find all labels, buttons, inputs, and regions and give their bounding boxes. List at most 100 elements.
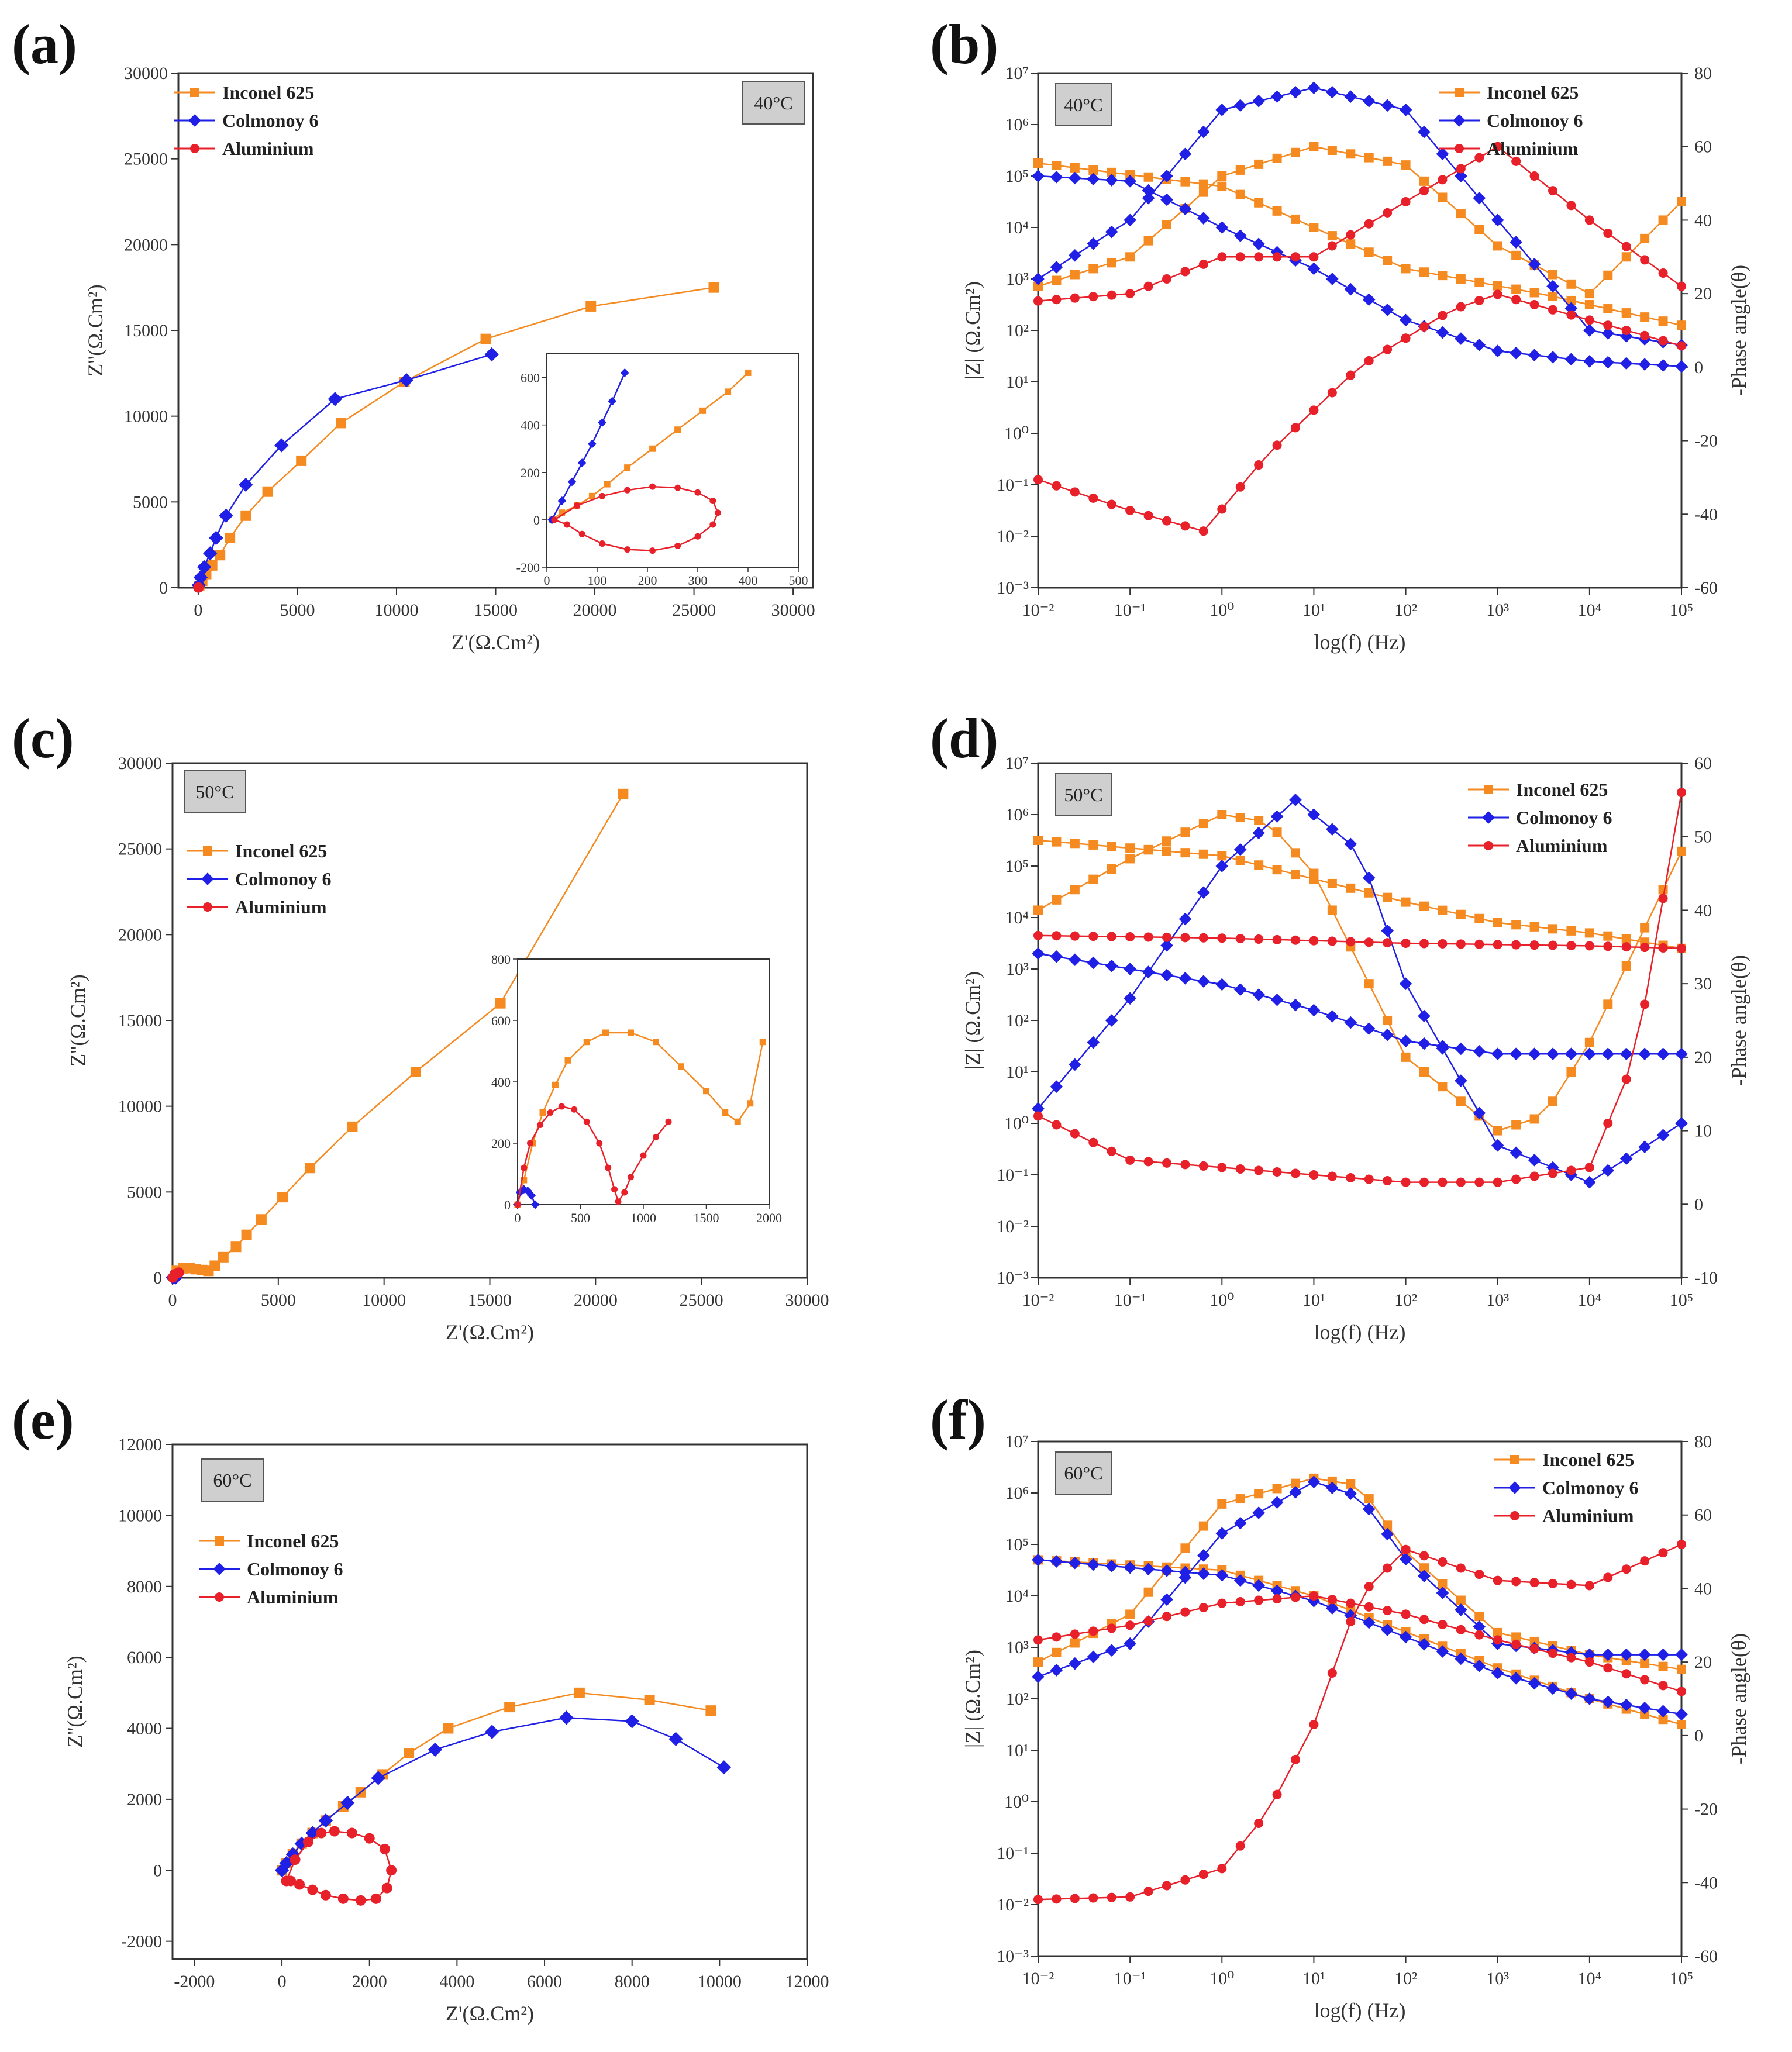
series-colmonoy-6-phase-point xyxy=(1307,1475,1321,1488)
legend-label-aluminium: Aluminium xyxy=(235,896,327,918)
series-colmonoy-6-impedance-point xyxy=(1399,313,1412,327)
series-aluminium-impedance-point xyxy=(1088,1893,1098,1903)
inset-series-aluminium-point xyxy=(605,1164,612,1171)
series-aluminium-phase-point xyxy=(1235,1164,1245,1174)
y-tick-label: 10⁴ xyxy=(1005,218,1029,237)
x-tick-label: 30000 xyxy=(785,1291,829,1310)
series-inconel-625-impedance-point xyxy=(1364,888,1374,898)
inset-y-tick-label: 0 xyxy=(504,1198,511,1212)
panel-label: (e) xyxy=(12,1388,74,1451)
series-aluminium-point xyxy=(337,1893,349,1904)
series-colmonoy-6-impedance-point xyxy=(1326,273,1339,285)
series-colmonoy-6-impedance-point xyxy=(1215,1569,1229,1582)
series-aluminium-impedance-point xyxy=(1291,935,1300,945)
y2-tick-label: 40 xyxy=(1694,211,1712,230)
series-aluminium-phase-point xyxy=(1033,296,1043,306)
inset-series-inconel-625-line xyxy=(516,1032,764,1205)
series-colmonoy-6-phase-point xyxy=(1105,225,1118,239)
series-colmonoy-6-point xyxy=(625,1714,639,1729)
series-colmonoy-6-phase-point xyxy=(1619,1152,1633,1165)
series-aluminium-phase-point xyxy=(1566,201,1576,211)
series-inconel-625-phase-point xyxy=(1033,1657,1043,1667)
inset-series-inconel-625-point xyxy=(559,509,566,516)
y-axis-label: Z''(Ω.Cm²) xyxy=(66,974,89,1067)
series-inconel-625-phase-point xyxy=(1346,149,1356,159)
inset-series-aluminium-point xyxy=(599,492,606,499)
inset-series-aluminium-point xyxy=(665,1118,672,1125)
series-inconel-625-phase-point xyxy=(1438,1579,1448,1589)
series-inconel-625-point xyxy=(277,1192,288,1203)
y-axis-label: Z''(Ω.Cm²) xyxy=(63,1656,87,1748)
series-colmonoy-6-impedance-point xyxy=(1675,360,1688,373)
y-tick-label: 10⁻³ xyxy=(997,1947,1029,1966)
x-tick-label: 10² xyxy=(1394,1291,1417,1310)
series-aluminium-impedance-point xyxy=(1052,931,1062,941)
series-aluminium-phase-point xyxy=(1511,156,1521,166)
series-colmonoy-6-phase-point xyxy=(1619,1648,1633,1661)
series-colmonoy-6-impedance-point xyxy=(1124,175,1136,188)
series-aluminium-phase-point xyxy=(1327,241,1337,251)
x-axis-label: Z'(Ω.Cm²) xyxy=(452,630,540,654)
series-colmonoy-6-impedance-point xyxy=(1197,1567,1210,1580)
inset-series-inconel-625-point xyxy=(734,1118,741,1125)
series-colmonoy-6-phase-point xyxy=(1252,94,1265,108)
series-aluminium-phase-point xyxy=(1511,1174,1521,1184)
series-colmonoy-6-phase-point xyxy=(1675,1648,1688,1661)
x-tick-label: 10000 xyxy=(362,1291,406,1310)
series-inconel-625-phase-point xyxy=(1603,999,1613,1009)
x-tick-label: 10¹ xyxy=(1302,601,1325,620)
series-aluminium-impedance-point xyxy=(1162,932,1171,942)
series-colmonoy-6-phase-point xyxy=(1418,1570,1431,1582)
series-inconel-625-point xyxy=(443,1723,454,1734)
series-aluminium-impedance-point xyxy=(1235,1841,1245,1851)
series-colmonoy-6-phase-point xyxy=(1473,191,1486,205)
series-inconel-625-impedance-point xyxy=(1511,284,1521,294)
inset-series-inconel-625-point xyxy=(759,1039,766,1046)
y-tick-label: 10⁻¹ xyxy=(997,1844,1029,1863)
y-tick-label: 15000 xyxy=(124,321,168,340)
series-colmonoy-6-impedance-point xyxy=(1510,346,1522,360)
series-inconel-625-impedance-point xyxy=(1291,870,1300,880)
x-tick-label: 10000 xyxy=(698,1972,742,1991)
inset-series-aluminium-point xyxy=(674,484,681,491)
series-inconel-625-point xyxy=(262,486,273,497)
legend-label-inconel-625: Inconel 625 xyxy=(1487,82,1579,103)
series-aluminium-point xyxy=(355,1895,366,1906)
series-aluminium-impedance-point xyxy=(1254,1818,1264,1828)
series-aluminium-phase-point xyxy=(1548,1168,1557,1178)
series-colmonoy-6-phase-point xyxy=(1142,191,1155,205)
series-aluminium-phase-point xyxy=(1658,268,1668,278)
series-inconel-625-phase-point xyxy=(1327,905,1337,915)
series-aluminium-phase-point xyxy=(1143,1616,1153,1626)
series-colmonoy-6-impedance-point xyxy=(1619,1698,1633,1712)
series-inconel-625-impedance-point xyxy=(1584,928,1594,938)
series-colmonoy-6-impedance-point xyxy=(1215,978,1229,991)
series-inconel-625-phase-point xyxy=(1143,236,1153,246)
series-aluminium-impedance-point xyxy=(1309,936,1319,946)
series-inconel-625-phase-point xyxy=(1493,1126,1502,1136)
legend-label-colmonoy-6: Colmonoy 6 xyxy=(1516,807,1612,828)
series-aluminium-impedance-point xyxy=(1272,440,1282,450)
series-colmonoy-6-impedance-point xyxy=(1233,983,1247,996)
series-aluminium-impedance-point xyxy=(1658,1548,1668,1558)
series-inconel-625-phase-point xyxy=(1677,197,1686,206)
legend-label-aluminium: Aluminium xyxy=(247,1587,339,1608)
series-inconel-625-impedance-point xyxy=(1383,256,1393,265)
y-tick-label: 10000 xyxy=(124,407,168,426)
series-aluminium-phase-point xyxy=(1456,1177,1466,1187)
series-colmonoy-6-impedance-point xyxy=(1583,1692,1596,1705)
series-inconel-625-phase-point xyxy=(1383,1016,1393,1025)
series-inconel-625-point xyxy=(495,998,506,1009)
series-aluminium-impedance-point xyxy=(1235,482,1245,492)
series-aluminium-impedance-point xyxy=(1603,1572,1613,1582)
series-inconel-625-phase-point xyxy=(1456,209,1466,219)
series-colmonoy-6-point xyxy=(371,1771,385,1785)
temperature-badge-box xyxy=(742,81,805,125)
y-tick-label: 10⁶ xyxy=(1005,115,1029,134)
series-inconel-625-phase-point xyxy=(1217,810,1227,819)
inset-frame xyxy=(517,958,770,1205)
series-aluminium-impedance-point xyxy=(1529,300,1539,309)
series-inconel-625-phase-point xyxy=(1162,836,1171,846)
series-colmonoy-6-phase-point xyxy=(1473,1620,1486,1633)
